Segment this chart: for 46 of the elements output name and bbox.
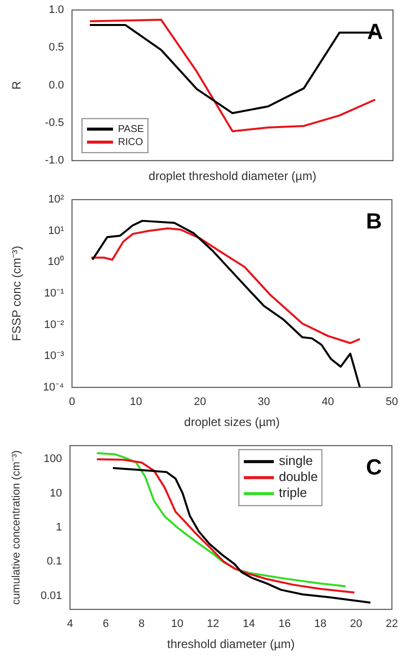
y-tick-label: 0.0 <box>48 79 64 92</box>
y-tick-label: 0.1 <box>46 556 62 568</box>
x-axis-title: droplet threshold diameter (µm) <box>148 169 316 184</box>
x-tick-label: 18 <box>314 618 326 630</box>
x-tick-label: 0 <box>68 396 76 408</box>
x-tick-label: 22 <box>386 618 398 630</box>
x-tick-label: 50 <box>386 396 398 408</box>
x-tick-label: 30 <box>258 396 270 408</box>
y-tick-label: 0.5 <box>48 42 64 54</box>
x-tick-label: 14 <box>242 618 255 630</box>
y-tick-label: -0.5 <box>45 116 64 129</box>
x-tick-label: 20 <box>194 396 206 408</box>
x-axis-title: droplet sizes (µm) <box>184 415 280 430</box>
x-tick-label: 10 <box>130 396 142 408</box>
x-tick-label: 40 <box>322 396 334 408</box>
x-axis-title: threshold diameter (µm) <box>167 637 295 652</box>
y-tick-label: 1 <box>56 522 62 534</box>
x-tick-label: 12 <box>206 618 220 630</box>
legend-label: triple <box>278 485 308 500</box>
legend-label: PASE <box>118 124 144 135</box>
x-tick-label: 8 <box>138 618 145 630</box>
y-tick-label: 0.01 <box>40 590 62 602</box>
y-tick-label: 10⁰ <box>48 255 64 268</box>
y-axis-title: cumulative concentration (cm⁻³) <box>10 450 23 605</box>
x-tick-label: 10 <box>171 618 184 630</box>
legend-label: RICO <box>118 136 144 148</box>
y-tick-label: 10⁻² <box>44 318 64 331</box>
legend-label: double <box>278 469 318 484</box>
annotation: C <box>366 454 382 480</box>
x-tick-label: 6 <box>102 618 109 630</box>
y-tick-label: 100 <box>44 453 62 466</box>
legend-label: single <box>278 453 313 468</box>
y-tick-label: 10¹ <box>48 224 64 237</box>
y-tick-label: 10⁻⁴ <box>43 381 64 394</box>
y-tick-label: 10² <box>48 194 64 206</box>
y-axis-title: FSSP conc (cm⁻³) <box>10 246 24 342</box>
x-tick-label: 20 <box>350 618 362 630</box>
y-tick-label: 10 <box>50 487 62 500</box>
y-tick-label: 1.0 <box>48 4 64 16</box>
y-tick-label: -1.0 <box>45 154 64 167</box>
y-tick-label: 10⁻¹ <box>44 288 64 300</box>
y-tick-label: 10⁻³ <box>44 350 64 362</box>
x-tick-label: 4 <box>66 618 74 630</box>
annotation: B <box>366 208 382 234</box>
x-tick-label: 16 <box>278 618 291 630</box>
y-axis-title: R <box>10 80 24 90</box>
